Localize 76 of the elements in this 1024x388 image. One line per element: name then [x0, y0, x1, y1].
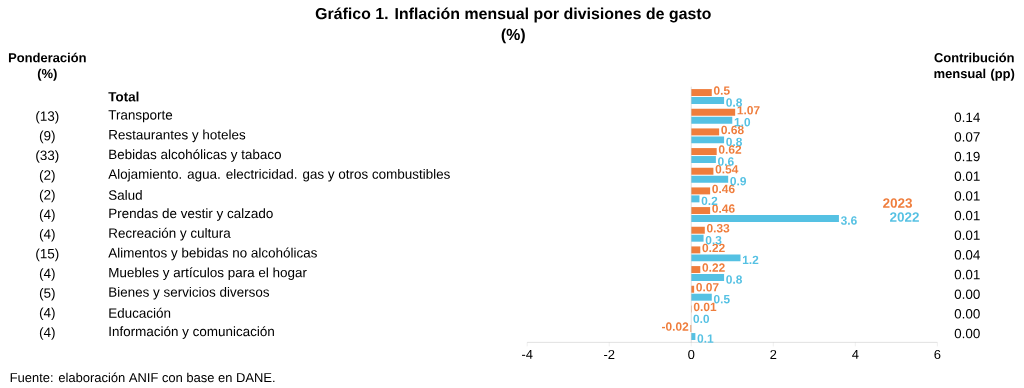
- data-label: 0.6: [718, 157, 734, 166]
- text: 2023: [883, 198, 913, 208]
- x-tick-label: -4: [522, 349, 533, 359]
- data-label: 0.22: [702, 263, 725, 272]
- y-tick-label: Muebles y artículos para el hogar: [109, 267, 307, 280]
- y-tick-label: Total: [108, 91, 139, 102]
- data-label: 0.46: [712, 204, 735, 213]
- chart-subtitle: (%): [501, 28, 525, 44]
- text: 0.00: [954, 308, 980, 319]
- data-label: 0.68: [721, 125, 744, 134]
- source-note: Fuente: elaboración ANIF con base en DANE.: [10, 372, 275, 383]
- y-tick-label: Información y comunicación: [109, 326, 274, 339]
- data-label: 0.9: [730, 176, 747, 186]
- data-label: 1.07: [737, 105, 760, 115]
- text: (2): [39, 189, 55, 203]
- data-label: -0.02: [661, 322, 689, 331]
- x-tick-label: 2: [770, 349, 777, 359]
- text: (2): [39, 169, 55, 183]
- data-label: 0.8: [726, 275, 743, 284]
- y-tick-label: Bienes y servicios diversos: [109, 286, 270, 300]
- text: (33): [36, 150, 59, 163]
- x-tick-label: 6: [934, 349, 941, 359]
- data-label: 3.6: [840, 216, 857, 225]
- y-tick-label: Alimentos y bebidas no alcohólicas: [108, 247, 317, 261]
- text: 0.01: [954, 210, 980, 221]
- y-tick-label: Bebidas alcohólicas y tabaco: [109, 149, 281, 162]
- y-tick-label: Recreación y cultura: [109, 227, 231, 241]
- y-tick-label: Prendas de vestir y calzado: [109, 208, 273, 221]
- data-label: 0.33: [706, 223, 730, 233]
- y-tick-label: Transporte: [108, 110, 173, 123]
- data-label: 0.0: [693, 314, 710, 323]
- text: 0.01: [954, 191, 980, 201]
- text: 0.01: [954, 230, 980, 240]
- text: (9): [39, 130, 55, 144]
- data-label: 1.2: [742, 255, 759, 264]
- text: (15): [36, 248, 59, 261]
- data-label: 0.62: [718, 145, 742, 154]
- data-label: 0.07: [696, 282, 719, 292]
- data-label: 0.54: [715, 164, 739, 174]
- data-label: 1.0: [734, 117, 751, 127]
- data-label: 0.46: [712, 184, 735, 193]
- data-label: 0.8: [726, 98, 743, 107]
- y-tick-label: Educación: [109, 307, 171, 318]
- y-tick-label: Restaurantes y hoteles: [109, 129, 246, 143]
- text: Ponderación (%): [8, 52, 86, 81]
- text: (4): [39, 209, 55, 222]
- x-tick-label: 4: [852, 349, 859, 359]
- text: (4): [39, 228, 55, 242]
- text: (4): [39, 307, 55, 320]
- data-label: 0.22: [702, 243, 725, 252]
- text: Contribución mensual (pp): [934, 52, 1015, 81]
- text: 0.01: [954, 269, 980, 280]
- y-tick-label: Alojamiento. agua. electricidad. gas y otros combustibles: [108, 168, 450, 182]
- chart-title: Gráfico 1. Inflación mensual por divisiones de gasto: [315, 7, 711, 23]
- data-label: 0.8: [726, 137, 743, 146]
- data-label: 0.5: [713, 86, 730, 95]
- data-label: 0.5: [713, 294, 730, 304]
- text: (5): [39, 287, 55, 301]
- text: 2022: [890, 212, 919, 222]
- x-tick-label: 0: [688, 349, 695, 359]
- data-label: 0.3: [705, 235, 722, 245]
- data-label: 0.2: [701, 196, 718, 205]
- text: 0.00: [954, 289, 980, 299]
- x-tick-label: -2: [604, 349, 615, 359]
- text: 0.04: [954, 249, 980, 260]
- text: 0.19: [954, 151, 980, 162]
- data-label: 0.1: [697, 334, 714, 343]
- text: 0.14: [954, 112, 980, 122]
- text: 0.07: [954, 131, 980, 142]
- text: (4): [39, 268, 55, 281]
- text: 0.01: [954, 171, 980, 181]
- text: (13): [36, 110, 59, 124]
- text: 0.00: [954, 328, 980, 339]
- data-label: 0.01: [693, 302, 717, 311]
- y-tick-label: Salud: [108, 189, 142, 200]
- text: (4): [39, 327, 55, 340]
